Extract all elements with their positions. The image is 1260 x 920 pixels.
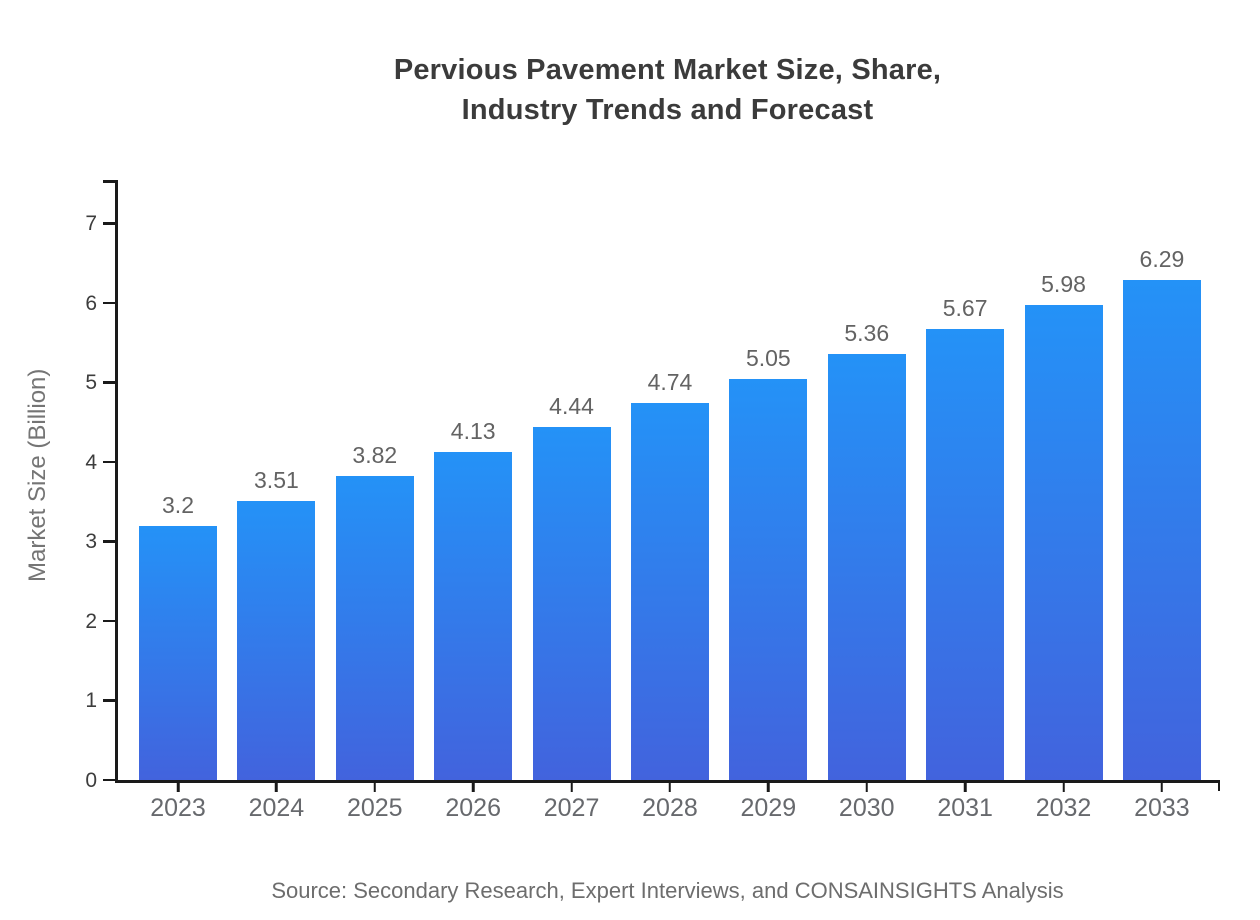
y-tick-mark <box>103 301 115 305</box>
y-tick-mark <box>103 222 115 225</box>
chart-title-line2: Industry Trends and Forecast <box>461 94 874 126</box>
x-tick-mark <box>865 782 868 792</box>
bar-fill <box>237 501 316 780</box>
chart-title-line1: Pervious Pavement Market Size, Share, <box>393 54 942 86</box>
x-tick-mark <box>275 782 278 792</box>
x-tick-mark <box>668 782 672 792</box>
bar-value-label: 5.36 <box>844 320 890 347</box>
x-tick-mark <box>570 782 573 792</box>
plot-area: 0 1 2 3 4 5 6 7 3.2 2023 3.51 2024 3.82 2025 4.13 2026… <box>85 180 1220 822</box>
bar-fill <box>139 525 217 780</box>
bar-2027: 4.44 2027 <box>532 393 611 822</box>
y-tick-mark <box>103 460 115 464</box>
x-tick-mark <box>176 782 180 792</box>
y-tick-mark <box>103 699 115 702</box>
y-axis-line <box>115 180 118 782</box>
bar-2030: 5.36 2030 <box>827 320 906 822</box>
bar-fill <box>630 403 709 780</box>
y-tick-label: 3 <box>85 530 97 554</box>
y-tick-label: 4 <box>85 450 97 474</box>
y-tick-mark <box>103 381 115 384</box>
x-tick-label: 2030 <box>838 794 895 822</box>
x-tick-label: 2027 <box>543 794 600 822</box>
x-tick-label: 2031 <box>937 794 993 822</box>
bar-fill <box>532 427 611 780</box>
y-tick-mark <box>103 778 115 782</box>
bar-2029: 5.05 2029 <box>729 345 808 822</box>
bar-value-label: 5.05 <box>745 344 791 371</box>
x-tick-label: 2024 <box>248 794 305 822</box>
x-tick-mark <box>767 782 770 792</box>
bar-fill <box>827 354 906 780</box>
y-tick-mark <box>103 540 115 543</box>
x-tick-mark <box>373 782 377 792</box>
bar-value-label: 4.13 <box>450 417 496 444</box>
x-tick-label: 2033 <box>1134 794 1190 822</box>
bar-fill <box>434 451 513 780</box>
bar-2023: 3.2 2023 <box>139 492 217 822</box>
bar-2033: 6.29 2033 <box>1122 246 1201 822</box>
bar-2026: 4.13 2026 <box>434 418 513 822</box>
x-axis-endcap <box>1217 780 1220 791</box>
y-tick-label: 0 <box>85 768 97 792</box>
bar-value-label: 4.74 <box>647 369 693 396</box>
x-tick-label: 2026 <box>445 794 501 822</box>
bar-2028: 4.74 2028 <box>630 369 709 822</box>
y-tick-mark <box>103 619 115 623</box>
bar-value-label: 3.2 <box>162 491 194 518</box>
bar-value-label: 4.44 <box>549 393 594 420</box>
bar-value-label: 5.67 <box>942 295 988 322</box>
x-tick-label: 2032 <box>1035 794 1092 822</box>
chart-title: Pervious Pavement Market Size, Share, In… <box>115 50 1220 130</box>
y-axis-title: Market Size (Billion) <box>24 368 51 582</box>
y-tick-label: 5 <box>85 371 97 395</box>
bar-value-label: 5.98 <box>1041 270 1086 297</box>
x-tick-mark <box>1160 782 1164 792</box>
bar-2025: 3.82 2025 <box>335 442 414 822</box>
bar-2024: 3.51 2024 <box>237 467 316 822</box>
y-tick-label: 7 <box>85 212 97 236</box>
x-tick-label: 2029 <box>740 794 797 822</box>
bar-fill <box>729 378 808 780</box>
bar-fill <box>926 329 1005 780</box>
x-tick-label: 2028 <box>642 794 698 822</box>
y-tick-label: 2 <box>85 609 97 633</box>
y-tick-label: 1 <box>85 689 97 713</box>
bar-value-label: 3.51 <box>254 467 299 494</box>
bar-value-label: 6.29 <box>1139 246 1185 273</box>
bars-layer: 3.2 2023 3.51 2024 3.82 2025 4.13 2026 4.44 2027 4… <box>139 180 1201 822</box>
bar-2032: 5.98 2032 <box>1024 271 1103 822</box>
x-tick-mark <box>471 782 475 792</box>
x-tick-label: 2025 <box>346 794 403 822</box>
bar-fill <box>1024 304 1103 780</box>
bar-fill <box>1122 280 1201 780</box>
bar-2031: 5.67 2031 <box>926 295 1005 822</box>
y-tick-label: 6 <box>85 291 97 315</box>
bar-value-label: 3.82 <box>352 442 398 469</box>
x-axis-line <box>115 780 1220 783</box>
y-axis-endcap <box>103 180 115 183</box>
x-tick-mark <box>963 782 967 792</box>
bar-fill <box>335 476 414 780</box>
source-caption: Source: Secondary Research, Expert Inter… <box>271 878 1064 903</box>
x-tick-label: 2023 <box>150 794 206 822</box>
x-tick-mark <box>1062 782 1065 792</box>
